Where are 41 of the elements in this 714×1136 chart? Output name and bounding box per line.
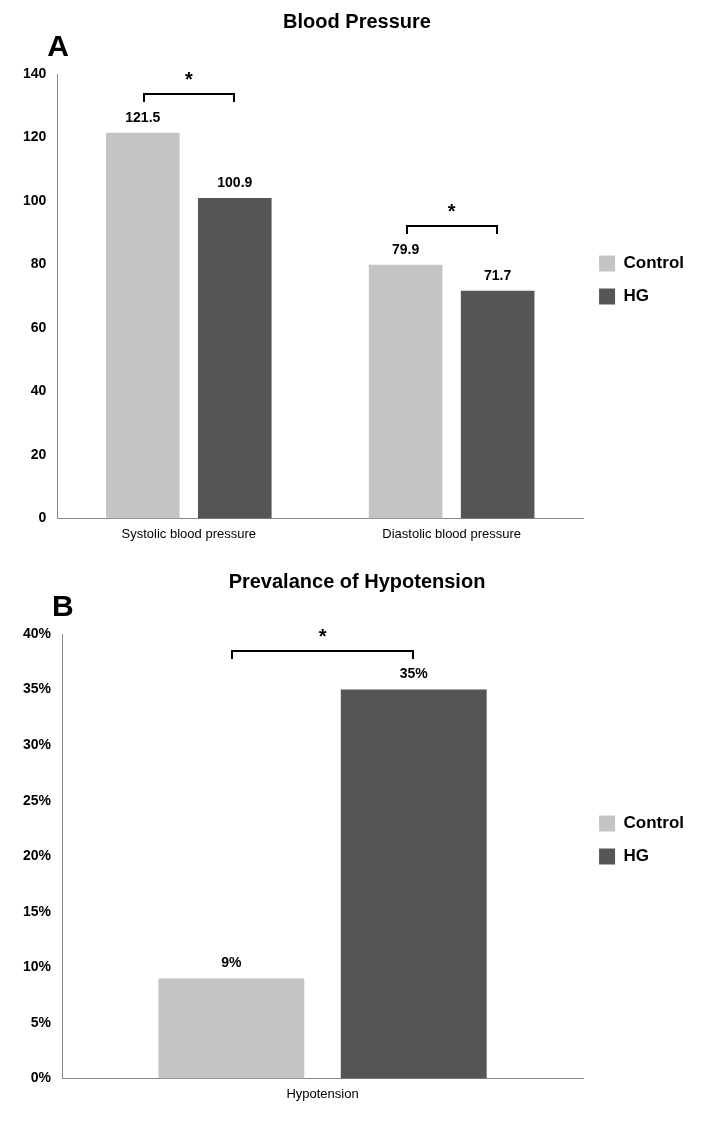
data-label: 79.9	[392, 240, 420, 257]
text: A	[47, 29, 70, 63]
legend-label: Control	[623, 253, 685, 273]
y-tick-label: 80	[30, 255, 47, 272]
y-tick-label: 20%	[22, 847, 52, 864]
y-tick-label: 30%	[22, 735, 52, 752]
annotation: *	[184, 67, 193, 91]
chart-title: Prevalance of Hypotension	[228, 569, 486, 592]
data-label: 35%	[399, 665, 429, 682]
text: B	[52, 589, 74, 623]
legend-label: Control	[623, 813, 685, 833]
data-label: 71.7	[484, 266, 512, 283]
y-tick-label: 40	[30, 382, 47, 399]
chart-title: Blood Pressure	[283, 9, 431, 32]
data-label: 100.9	[217, 173, 253, 190]
x-tick-label: Systolic blood pressure	[121, 525, 256, 541]
y-tick-label: 10%	[22, 958, 52, 975]
data-label: 9%	[221, 954, 243, 971]
data-label: 121.5	[125, 108, 161, 125]
y-tick-label: 140	[23, 64, 47, 81]
x-tick-label: Hypotension	[286, 1085, 359, 1101]
bar	[460, 290, 535, 519]
legend-label: HG	[623, 286, 650, 306]
y-tick-label: 35%	[22, 680, 52, 697]
y-tick-label: 40%	[22, 624, 52, 641]
y-tick-label: 0	[38, 509, 47, 526]
y-tick-label: 25%	[22, 791, 52, 808]
x-tick-label: Diastolic blood pressure	[382, 525, 522, 541]
bar	[105, 132, 180, 519]
bar	[368, 264, 443, 519]
annotation: *	[447, 199, 456, 223]
y-tick-label: 5%	[30, 1013, 52, 1030]
legend-label: HG	[623, 846, 650, 866]
annotation: *	[318, 624, 327, 648]
y-tick-label: 0%	[30, 1069, 52, 1086]
y-tick-label: 120	[23, 128, 47, 145]
bar	[197, 198, 272, 519]
y-tick-label: 60	[30, 318, 47, 335]
y-tick-label: 100	[23, 191, 47, 208]
y-tick-label: 20	[30, 445, 47, 462]
y-tick-label: 15%	[22, 902, 52, 919]
